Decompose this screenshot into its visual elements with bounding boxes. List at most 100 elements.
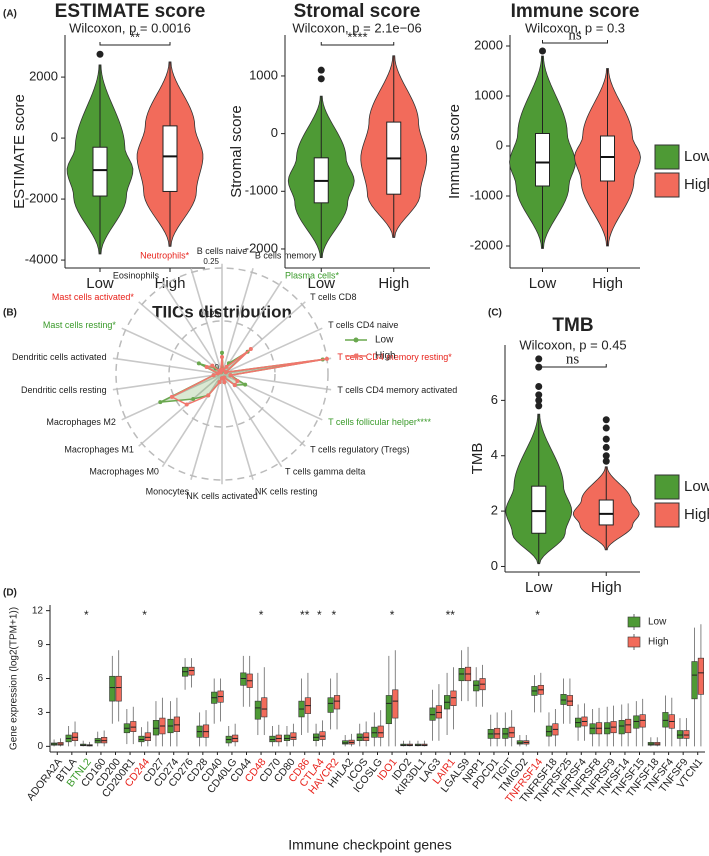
outlier bbox=[539, 47, 546, 55]
legend-label: High bbox=[684, 506, 709, 523]
legend-swatch bbox=[627, 636, 641, 648]
spoke bbox=[221, 373, 332, 391]
y-tick-label: -4000 bbox=[25, 252, 58, 267]
axis-label: Plasma cells* bbox=[285, 270, 340, 280]
r-tick-label: 0.125 bbox=[199, 310, 220, 319]
spoke bbox=[138, 301, 223, 375]
axis-label: T cells regulatory (Tregs) bbox=[310, 445, 410, 455]
legend-label: High bbox=[375, 351, 396, 362]
radar-point bbox=[211, 373, 216, 378]
y-tick-label: 2 bbox=[491, 503, 498, 518]
outlier bbox=[602, 443, 610, 451]
box bbox=[283, 734, 291, 741]
x-tick-label: Low bbox=[86, 275, 114, 292]
box bbox=[676, 730, 684, 739]
box bbox=[333, 695, 341, 710]
significance-label: ns bbox=[566, 351, 580, 367]
box bbox=[531, 485, 547, 534]
grid-ring bbox=[168, 320, 276, 428]
outlier bbox=[602, 424, 610, 432]
box bbox=[327, 697, 334, 713]
significance-label: * bbox=[390, 608, 395, 622]
legend-label: Low bbox=[375, 335, 394, 346]
y-tick-label: 0 bbox=[496, 137, 503, 152]
legend-swatch bbox=[654, 502, 680, 528]
box bbox=[240, 672, 247, 686]
radar-point bbox=[248, 347, 253, 352]
chart-title: TMB bbox=[552, 315, 593, 336]
box bbox=[115, 675, 122, 702]
radar-point bbox=[235, 379, 240, 384]
axis-label: T cells CD4 memory resting* bbox=[337, 352, 452, 362]
box bbox=[342, 740, 349, 745]
legend-swatch bbox=[654, 172, 680, 198]
axis-label: Macrophages M2 bbox=[46, 417, 116, 427]
box bbox=[71, 732, 79, 741]
legend-label: Low bbox=[648, 617, 667, 628]
r-tick-label: 0.25 bbox=[203, 257, 219, 266]
legend-swatch bbox=[627, 616, 641, 628]
radar-point bbox=[196, 361, 201, 366]
box bbox=[109, 675, 116, 702]
outlier bbox=[535, 355, 543, 363]
radar-point bbox=[224, 364, 229, 369]
x-tick-label: Low bbox=[529, 275, 557, 292]
legend-label: Low bbox=[684, 478, 709, 495]
spoke bbox=[221, 373, 283, 468]
legend-label: High bbox=[648, 637, 669, 648]
spoke bbox=[161, 280, 223, 375]
box bbox=[101, 736, 108, 744]
axis-label: NK cells activated bbox=[186, 491, 258, 501]
box bbox=[458, 668, 465, 682]
spoke bbox=[138, 373, 223, 447]
y-tick-label: 2000 bbox=[474, 37, 503, 52]
box bbox=[662, 712, 669, 728]
box bbox=[589, 723, 596, 735]
outlier bbox=[535, 396, 543, 404]
axis-label: Dendritic cells activated bbox=[12, 352, 107, 362]
axis-label: T cells CD4 memory activated bbox=[337, 385, 457, 395]
box bbox=[691, 661, 698, 700]
y-tick-label: 9 bbox=[37, 639, 43, 650]
box bbox=[545, 725, 553, 737]
radar-point bbox=[217, 380, 222, 385]
box bbox=[130, 721, 137, 732]
y-axis-label: Immune score bbox=[446, 104, 463, 199]
box bbox=[269, 735, 276, 743]
axis-label: Eosinophils bbox=[113, 270, 160, 280]
significance-label: * bbox=[331, 608, 336, 622]
outlier bbox=[535, 402, 543, 410]
y-tick-label: -1000 bbox=[470, 187, 503, 202]
chart-subtitle: Wilcoxon, p = 0.0016 bbox=[69, 20, 191, 35]
y-tick-label: 4 bbox=[491, 447, 498, 462]
grid-ring bbox=[115, 267, 329, 481]
axis-label: Macrophages M0 bbox=[89, 466, 159, 476]
significance-bracket bbox=[538, 364, 607, 368]
y-tick-label: 2000 bbox=[29, 69, 58, 84]
outlier bbox=[535, 383, 543, 391]
y-axis-label: Gene expression (log2(TPM+1)) bbox=[9, 607, 20, 750]
radar-point bbox=[228, 373, 233, 378]
y-tick-label: 0 bbox=[491, 558, 498, 573]
axis-label: T cells CD8 bbox=[310, 292, 356, 302]
y-tick-label: 6 bbox=[491, 392, 498, 407]
radar-point bbox=[191, 396, 196, 401]
box bbox=[697, 657, 704, 695]
box bbox=[162, 125, 178, 192]
y-tick-label: 0 bbox=[271, 125, 278, 140]
box bbox=[435, 705, 442, 719]
chart-subtitle: Wilcoxon, p = 0.45 bbox=[519, 337, 626, 352]
significance-label: ns bbox=[568, 27, 582, 43]
box bbox=[371, 726, 378, 738]
box bbox=[152, 720, 160, 736]
x-tick-label: High bbox=[155, 275, 186, 292]
panel-label: (A) bbox=[3, 9, 17, 20]
radar-point bbox=[169, 394, 174, 399]
box bbox=[173, 716, 180, 732]
radar-point bbox=[222, 380, 227, 385]
significance-label: * bbox=[84, 608, 89, 622]
box bbox=[319, 731, 326, 740]
y-tick-label: -2000 bbox=[245, 240, 278, 255]
panel-label: (D) bbox=[3, 588, 17, 599]
